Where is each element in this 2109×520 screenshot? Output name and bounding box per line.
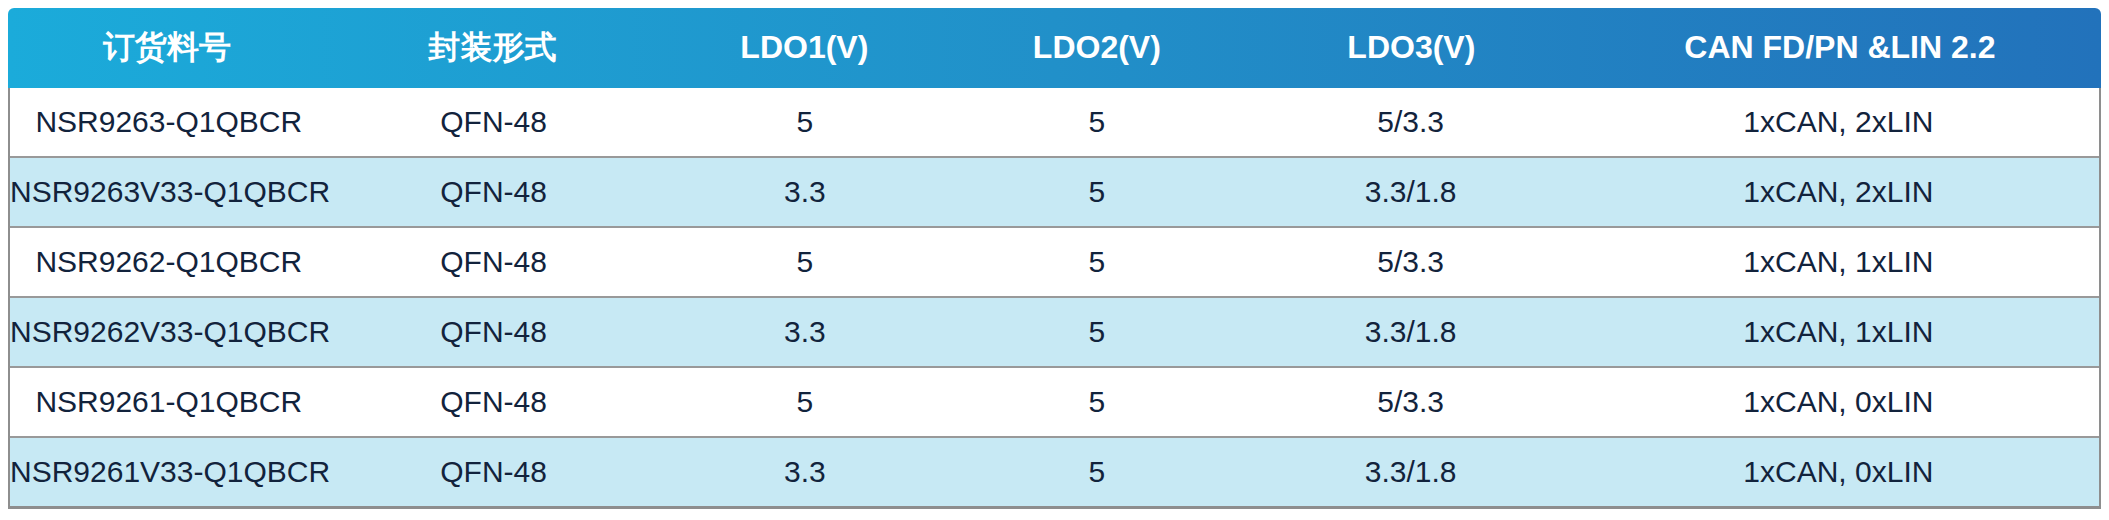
table-row: NSR9263-Q1QBCR QFN-48 5 5 5/3.3 1xCAN, 2… xyxy=(10,88,2099,156)
table-row: NSR9263V33-Q1QBCR QFN-48 3.3 5 3.3/1.8 1… xyxy=(10,156,2099,226)
cell-ldo3: 3.3/1.8 xyxy=(1244,175,1578,209)
cell-package: QFN-48 xyxy=(328,385,660,419)
cell-package: QFN-48 xyxy=(328,105,660,139)
cell-can-lin: 1xCAN, 1xLIN xyxy=(1578,245,2099,279)
cell-ldo1: 3.3 xyxy=(660,315,950,349)
column-header-ldo1: LDO1(V) xyxy=(659,30,950,65)
cell-package: QFN-48 xyxy=(328,455,660,489)
cell-ldo2: 5 xyxy=(950,175,1244,209)
cell-ldo3: 3.3/1.8 xyxy=(1244,455,1578,489)
cell-part-number: NSR9262-Q1QBCR xyxy=(10,245,328,279)
cell-ldo3: 5/3.3 xyxy=(1244,385,1578,419)
cell-package: QFN-48 xyxy=(328,315,660,349)
table-row: NSR9262V33-Q1QBCR QFN-48 3.3 5 3.3/1.8 1… xyxy=(10,296,2099,366)
table-row: NSR9262-Q1QBCR QFN-48 5 5 5/3.3 1xCAN, 1… xyxy=(10,226,2099,296)
table-body: NSR9263-Q1QBCR QFN-48 5 5 5/3.3 1xCAN, 2… xyxy=(8,88,2101,509)
column-header-ldo3: LDO3(V) xyxy=(1244,30,1579,65)
cell-part-number: NSR9261-Q1QBCR xyxy=(10,385,328,419)
cell-ldo2: 5 xyxy=(950,385,1244,419)
cell-part-number: NSR9263V33-Q1QBCR xyxy=(10,175,328,209)
table-row: NSR9261V33-Q1QBCR QFN-48 3.3 5 3.3/1.8 1… xyxy=(10,436,2099,506)
column-header-can-lin: CAN FD/PN &LIN 2.2 xyxy=(1579,30,2101,65)
cell-part-number: NSR9261V33-Q1QBCR xyxy=(10,455,328,489)
cell-ldo3: 5/3.3 xyxy=(1244,245,1578,279)
cell-ldo1: 3.3 xyxy=(660,175,950,209)
cell-ldo2: 5 xyxy=(950,455,1244,489)
cell-ldo2: 5 xyxy=(950,105,1244,139)
cell-package: QFN-48 xyxy=(328,245,660,279)
cell-ldo2: 5 xyxy=(950,245,1244,279)
cell-ldo1: 5 xyxy=(660,105,950,139)
column-header-ldo2: LDO2(V) xyxy=(950,30,1244,65)
cell-can-lin: 1xCAN, 1xLIN xyxy=(1578,315,2099,349)
cell-can-lin: 1xCAN, 2xLIN xyxy=(1578,105,2099,139)
table-header-row: 订货料号 封装形式 LDO1(V) LDO2(V) LDO3(V) CAN FD… xyxy=(8,8,2101,88)
cell-part-number: NSR9263-Q1QBCR xyxy=(10,105,328,139)
cell-can-lin: 1xCAN, 2xLIN xyxy=(1578,175,2099,209)
ordering-info-table: 订货料号 封装形式 LDO1(V) LDO2(V) LDO3(V) CAN FD… xyxy=(8,8,2101,511)
cell-package: QFN-48 xyxy=(328,175,660,209)
table-row: NSR9261-Q1QBCR QFN-48 5 5 5/3.3 1xCAN, 0… xyxy=(10,366,2099,436)
cell-can-lin: 1xCAN, 0xLIN xyxy=(1578,455,2099,489)
cell-ldo1: 3.3 xyxy=(660,455,950,489)
cell-ldo1: 5 xyxy=(660,245,950,279)
cell-part-number: NSR9262V33-Q1QBCR xyxy=(10,315,328,349)
column-header-part-number: 订货料号 xyxy=(8,30,326,65)
cell-ldo3: 3.3/1.8 xyxy=(1244,315,1578,349)
cell-ldo2: 5 xyxy=(950,315,1244,349)
column-header-package: 封装形式 xyxy=(326,30,659,65)
cell-ldo1: 5 xyxy=(660,385,950,419)
cell-can-lin: 1xCAN, 0xLIN xyxy=(1578,385,2099,419)
cell-ldo3: 5/3.3 xyxy=(1244,105,1578,139)
